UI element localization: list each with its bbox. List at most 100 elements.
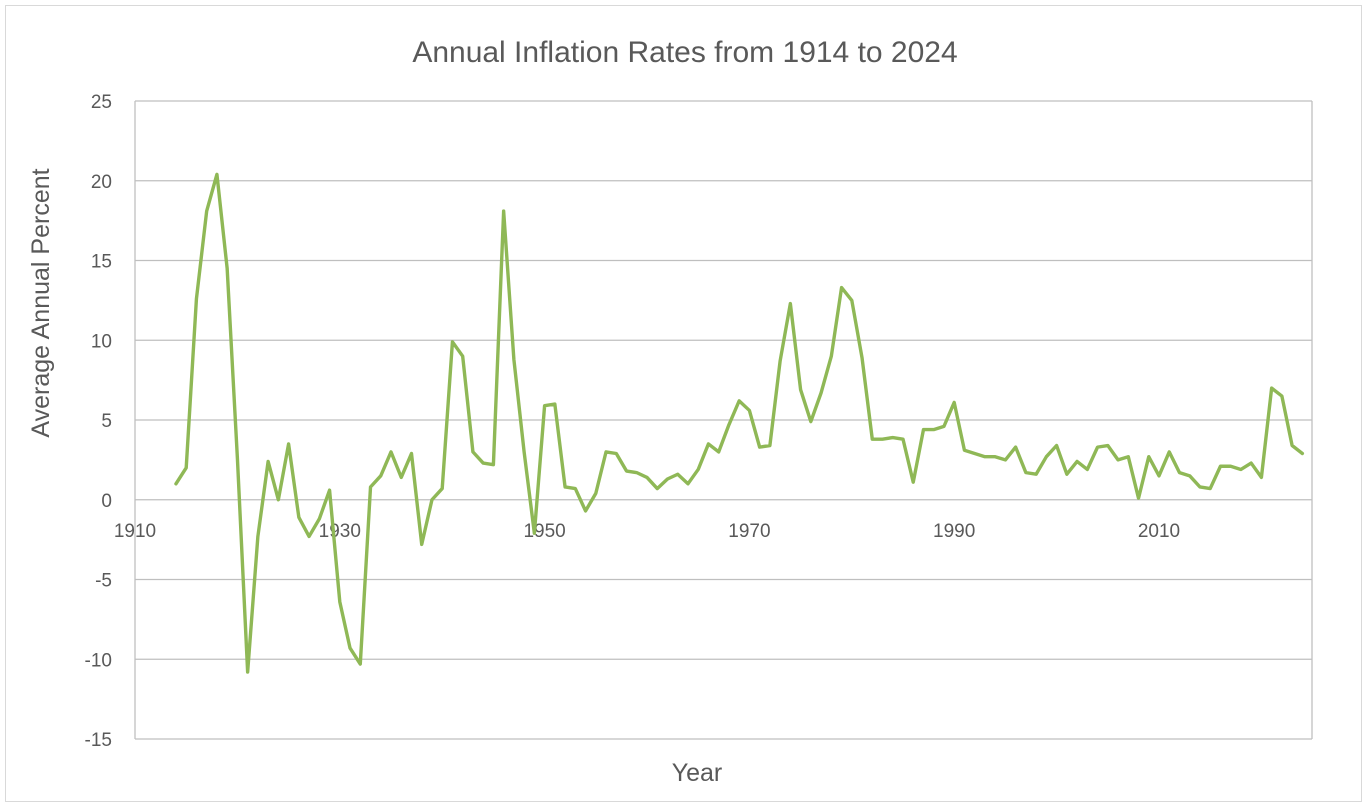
data-point: [1168, 451, 1170, 453]
data-point: [584, 510, 586, 512]
data-point: [707, 443, 709, 445]
data-point: [431, 499, 433, 501]
data-point: [1240, 468, 1242, 470]
data-point: [523, 451, 525, 453]
data-point: [840, 286, 842, 288]
data-point: [1301, 452, 1303, 454]
data-point: [574, 487, 576, 489]
data-point: [666, 478, 668, 480]
data-point: [461, 355, 463, 357]
data-point: [175, 483, 177, 485]
x-tick-label: 1930: [319, 521, 361, 542]
data-point: [677, 473, 679, 475]
data-point: [892, 436, 894, 438]
data-point: [339, 601, 341, 603]
data-point: [492, 463, 494, 465]
data-point: [953, 401, 955, 403]
gridlines: [134, 100, 1313, 740]
data-point: [410, 452, 412, 454]
series-layer: [174, 172, 1305, 674]
data-point: [308, 535, 310, 537]
data-point: [287, 443, 289, 445]
data-point: [543, 404, 545, 406]
data-point: [1291, 444, 1293, 446]
data-point: [236, 457, 238, 459]
data-point: [195, 298, 197, 300]
y-tick-label: -5: [95, 571, 112, 592]
x-tick-label: 2010: [1138, 521, 1180, 542]
x-tick-label: 1970: [728, 521, 770, 542]
x-axis-ticks: 1910 1930 1950 1970 1990 2010: [114, 521, 1180, 542]
data-point: [646, 476, 648, 478]
data-point: [738, 400, 740, 402]
data-point: [1148, 455, 1150, 457]
data-point: [1117, 459, 1119, 461]
data-point: [881, 438, 883, 440]
data-point: [451, 341, 453, 343]
data-point: [789, 302, 791, 304]
y-tick-label: 10: [91, 331, 112, 352]
y-axis-title: Average Annual Percent: [27, 168, 55, 437]
data-point: [390, 451, 392, 453]
data-point: [973, 452, 975, 454]
y-tick-label: 20: [91, 172, 112, 193]
chart-title: Annual Inflation Rates from 1914 to 2024: [412, 36, 957, 69]
data-point: [769, 444, 771, 446]
data-point: [185, 467, 187, 469]
data-point: [994, 455, 996, 457]
data-point: [922, 428, 924, 430]
data-point: [1086, 468, 1088, 470]
data-point: [1137, 497, 1139, 499]
data-point: [564, 486, 566, 488]
data-point: [933, 428, 935, 430]
data-point: [1045, 455, 1047, 457]
data-point: [369, 486, 371, 488]
data-point: [1127, 455, 1129, 457]
x-axis-title: Year: [672, 759, 723, 787]
data-point: [1004, 459, 1006, 461]
data-point: [799, 388, 801, 390]
y-tick-label: 0: [101, 491, 112, 512]
data-point: [472, 451, 474, 453]
data-point: [359, 663, 361, 665]
data-point: [1178, 471, 1180, 473]
chart-frame: [5, 5, 1362, 802]
data-point: [1055, 444, 1057, 446]
data-point: [1281, 395, 1283, 397]
data-point: [205, 210, 207, 212]
x-tick-label: 1950: [523, 521, 565, 542]
data-point: [1066, 473, 1068, 475]
data-point: [697, 468, 699, 470]
data-point: [400, 476, 402, 478]
data-point: [257, 535, 259, 537]
data-point: [748, 409, 750, 411]
data-point: [1250, 462, 1252, 464]
data-point: [779, 360, 781, 362]
data-point: [1260, 476, 1262, 478]
data-point: [902, 438, 904, 440]
data-point: [615, 452, 617, 454]
data-point: [851, 299, 853, 301]
data-point: [1229, 465, 1231, 467]
data-point: [810, 420, 812, 422]
data-point: [625, 470, 627, 472]
data-point: [1096, 446, 1098, 448]
data-point: [318, 518, 320, 520]
data-point: [717, 451, 719, 453]
data-point: [963, 449, 965, 451]
data-point: [830, 355, 832, 357]
data-point: [513, 358, 515, 360]
data-point: [871, 438, 873, 440]
data-point: [380, 475, 382, 477]
data-point: [1209, 487, 1211, 489]
data-point: [820, 392, 822, 394]
data-point: [482, 462, 484, 464]
data-point: [216, 173, 218, 175]
data-point: [226, 267, 228, 269]
data-point: [298, 516, 300, 518]
data-point: [1025, 471, 1027, 473]
data-point: [349, 647, 351, 649]
data-point: [1219, 465, 1221, 467]
data-point: [441, 487, 443, 489]
